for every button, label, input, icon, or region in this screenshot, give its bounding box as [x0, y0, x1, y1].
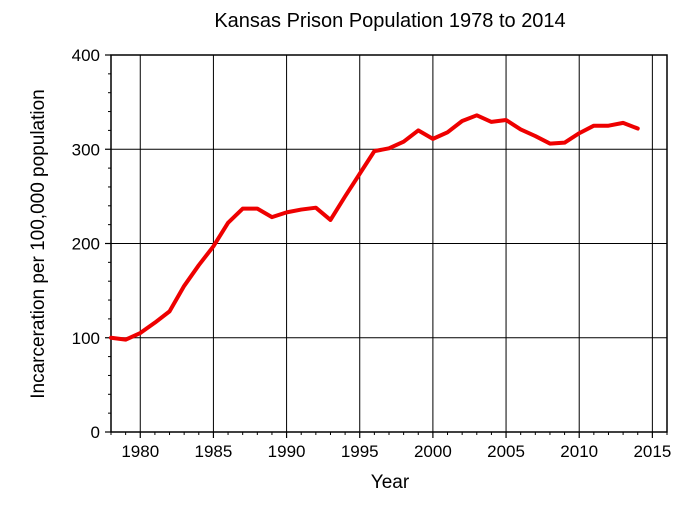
x-tick-label: 2005: [487, 442, 525, 461]
y-axis: 0 100 200 300 400: [72, 46, 111, 442]
y-tick-label: 200: [72, 235, 100, 254]
y-tick-label: 0: [91, 423, 100, 442]
x-tick-label: 2010: [560, 442, 598, 461]
y-axis-title: Incarceration per 100,000 population: [28, 89, 49, 399]
series-line: [109, 113, 640, 342]
x-tick-label: 1990: [268, 442, 306, 461]
y-tick-label: 100: [72, 329, 100, 348]
x-tick-label: 2015: [633, 442, 671, 461]
chart-title: Kansas Prison Population 1978 to 2014: [214, 10, 565, 32]
grid: [111, 55, 667, 432]
x-tick-label: 2000: [414, 442, 452, 461]
x-axis: 1980 1985 1990 1995 2000 2005 2010 2015: [110, 432, 671, 461]
x-tick-label: 1985: [195, 442, 233, 461]
x-tick-label: 1995: [341, 442, 379, 461]
x-axis-title: Year: [371, 472, 410, 493]
series-group: [109, 113, 640, 342]
y-tick-label: 300: [72, 140, 100, 159]
x-tick-label: 1980: [121, 442, 159, 461]
y-tick-label: 400: [72, 46, 100, 65]
